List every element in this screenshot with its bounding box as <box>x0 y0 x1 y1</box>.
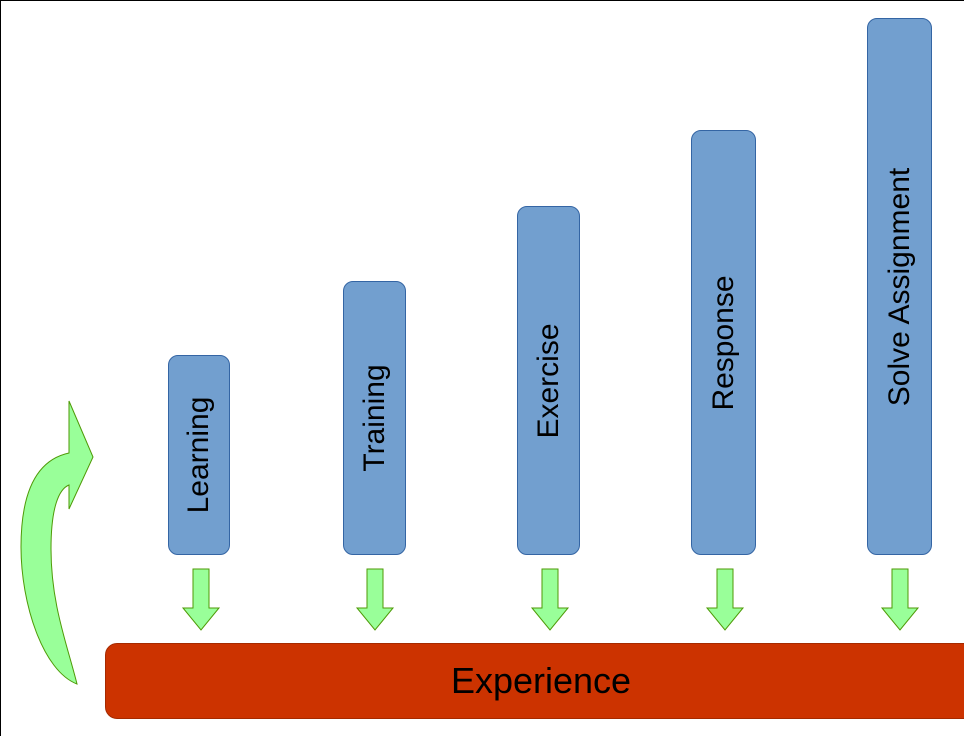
step-bar-response: Response <box>691 130 756 555</box>
down-arrow-icon <box>530 568 570 631</box>
down-arrow-icon <box>705 568 745 631</box>
step-bar-solve-assignment: Solve Assignment <box>867 18 932 555</box>
step-bar-training: Training <box>343 281 406 555</box>
down-arrow-icon <box>880 568 920 631</box>
experience-base-bar: Experience <box>105 643 964 719</box>
step-label-training: Training <box>357 364 391 472</box>
step-label-exercise: Exercise <box>531 322 565 439</box>
step-label-learning: Learning <box>182 396 215 514</box>
down-arrow-icon <box>355 568 395 631</box>
step-bar-exercise: Exercise <box>517 206 580 555</box>
step-bar-learning: Learning <box>168 355 230 555</box>
step-label-response: Response <box>706 274 740 411</box>
experience-label: Experience <box>450 660 632 701</box>
step-label-solve-assignment: Solve Assignment <box>882 167 916 406</box>
down-arrow-icon <box>181 568 221 631</box>
curved-feedback-arrow-icon <box>20 400 94 685</box>
